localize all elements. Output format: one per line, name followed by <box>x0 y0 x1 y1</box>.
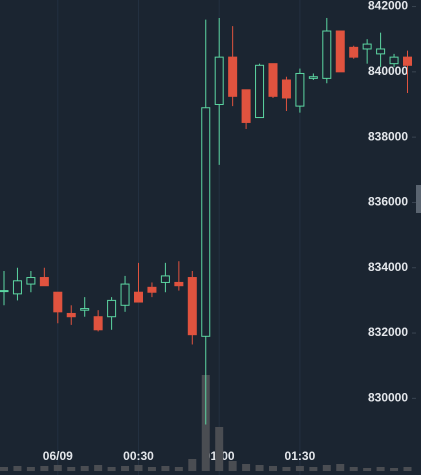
candle-body <box>241 89 251 123</box>
y-tick-label: 830000 <box>368 391 408 405</box>
volume-bar <box>363 468 372 471</box>
volume-bar <box>215 427 224 471</box>
candle-body <box>12 280 22 295</box>
y-tick-label: 838000 <box>368 129 408 143</box>
candle-body <box>39 277 49 287</box>
candle-body <box>268 63 278 97</box>
candle-body <box>281 79 291 99</box>
volume-bar <box>269 466 277 471</box>
candle-body <box>0 290 9 293</box>
candle-body <box>187 277 197 336</box>
volume-bar <box>107 467 116 471</box>
volume-bar <box>309 467 318 471</box>
y-tick-label: 840000 <box>368 64 408 78</box>
candle-body <box>174 281 184 287</box>
volume-bar <box>40 466 49 471</box>
candle-body <box>228 56 238 97</box>
candle-body <box>160 275 170 283</box>
volume-bar <box>376 467 385 471</box>
volume-bar <box>174 467 183 471</box>
volume-bar <box>13 466 22 471</box>
candle-body <box>335 30 345 73</box>
volume-bar <box>147 467 156 471</box>
candle-body <box>120 283 130 306</box>
y-tick-label: 842000 <box>368 0 408 13</box>
volume-bar <box>26 467 35 471</box>
candle-body <box>362 43 372 50</box>
candle-body <box>376 48 386 55</box>
y-tick-label: 834000 <box>368 260 408 274</box>
candle-body <box>389 56 399 65</box>
volume-bar <box>228 461 237 471</box>
candle-body <box>322 30 332 79</box>
candle-body <box>147 286 157 293</box>
volume-bar <box>403 467 412 471</box>
y-tick-label: 832000 <box>368 325 408 339</box>
candle-body <box>80 308 90 311</box>
candle-body <box>107 299 117 318</box>
candle-body <box>93 316 103 331</box>
candle-body <box>295 72 305 107</box>
volume-bar <box>53 465 62 471</box>
x-tick-label: 01:30 <box>285 449 316 463</box>
volume-bar <box>161 466 170 471</box>
volume-bar <box>188 459 197 471</box>
candle-body <box>255 64 265 119</box>
x-tick-label: 06/09 <box>43 449 73 463</box>
candle-body <box>66 312 76 318</box>
volume-bar <box>80 466 89 471</box>
candle-body <box>53 291 63 313</box>
volume-bar <box>255 465 264 471</box>
volume-bar <box>67 467 76 471</box>
volume-bar <box>336 464 345 471</box>
volume-bar <box>94 465 103 471</box>
scrollbar[interactable] <box>416 185 421 213</box>
volume-bar <box>282 467 291 471</box>
candle-body <box>349 46 359 58</box>
candle-body <box>26 277 36 285</box>
x-tick-label: 00:30 <box>123 449 154 463</box>
volume-bar <box>121 466 130 471</box>
volume-bar <box>242 464 251 471</box>
volume-bar <box>134 465 143 471</box>
volume-bar <box>295 466 304 471</box>
volume-bar <box>322 465 331 471</box>
volume-bar <box>390 468 399 471</box>
candle-body <box>214 56 224 105</box>
candle-body <box>308 76 318 79</box>
volume-bar <box>349 467 358 471</box>
volume-bar <box>0 467 8 471</box>
candle-body <box>134 291 143 303</box>
candle-body <box>403 56 412 66</box>
y-tick-label: 836000 <box>368 195 408 209</box>
candle-body <box>201 107 211 337</box>
